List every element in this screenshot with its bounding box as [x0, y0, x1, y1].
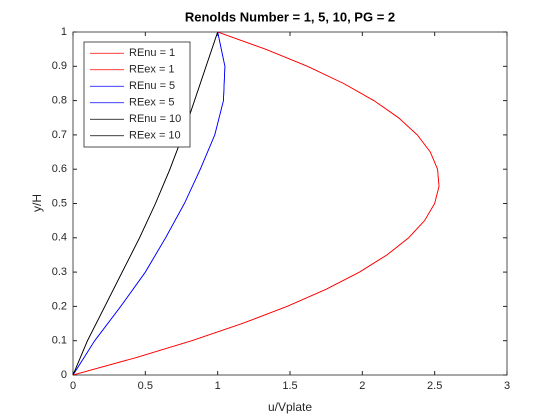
legend-label: REnu = 5 [129, 80, 175, 92]
legend-label: REex = 5 [129, 97, 175, 109]
legend-label: REnu = 1 [129, 47, 175, 59]
y-tick-label: 0.4 [52, 232, 67, 244]
x-tick-label: 2 [359, 380, 365, 392]
y-tick-label: 0.2 [52, 300, 67, 312]
data-line [72, 31, 226, 376]
x-tick-label: 0.5 [138, 380, 153, 392]
y-tick-label: 1 [61, 26, 67, 38]
data-line [72, 31, 440, 376]
y-tick-label: 0.9 [52, 60, 67, 72]
x-tick-label: 0 [70, 380, 76, 392]
y-tick-label: 0.3 [52, 266, 67, 278]
chart-title: Renolds Number = 1, 5, 10, PG = 2 [185, 9, 395, 24]
legend-label: REex = 1 [129, 64, 175, 76]
data-line [72, 31, 219, 376]
legend-label: REnu = 10 [129, 113, 181, 125]
x-axis-label: u/Vplate [268, 400, 312, 414]
y-axis-label: y/H [30, 194, 44, 212]
x-tick-label: 1.5 [282, 380, 297, 392]
x-tick-label: 2.5 [427, 380, 442, 392]
x-tick-label: 1 [215, 380, 221, 392]
x-tick-label: 3 [504, 380, 510, 392]
y-tick-label: 0.7 [52, 129, 67, 141]
y-tick-label: 0.6 [52, 163, 67, 175]
legend-box [83, 41, 191, 148]
y-tick-label: 0.1 [52, 335, 67, 347]
y-tick-label: 0 [61, 369, 67, 381]
y-tick-label: 0.5 [52, 197, 67, 209]
legend-label: REex = 10 [129, 130, 181, 142]
y-tick-label: 0.8 [52, 95, 67, 107]
